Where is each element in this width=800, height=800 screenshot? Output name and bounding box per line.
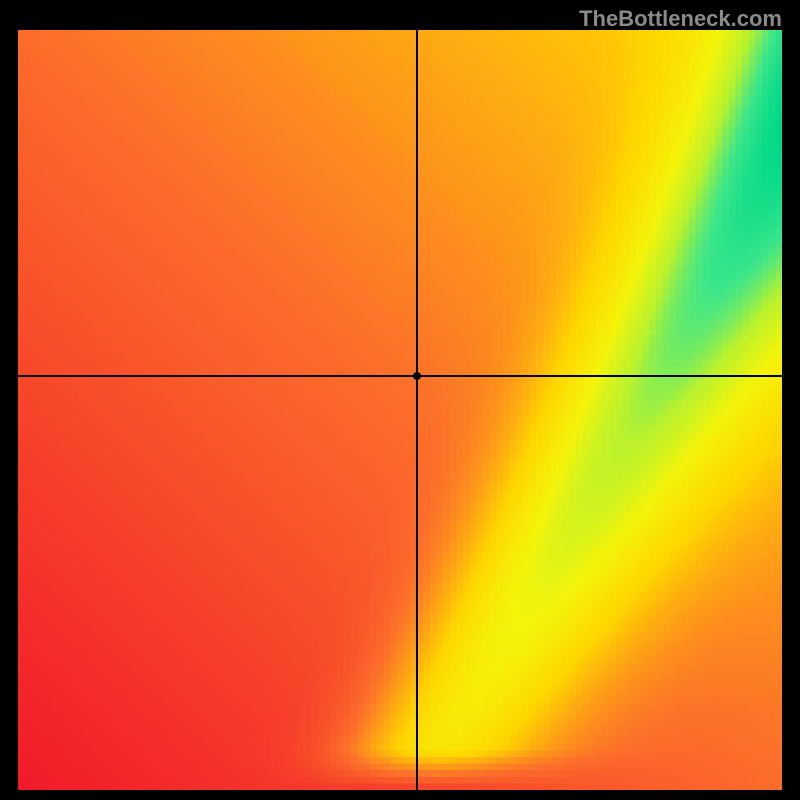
bottleneck-heatmap	[18, 30, 782, 790]
chart-container: TheBottleneck.com	[0, 0, 800, 800]
watermark-text: TheBottleneck.com	[579, 6, 782, 32]
crosshair-horizontal	[18, 375, 782, 377]
crosshair-vertical	[416, 30, 418, 790]
crosshair-marker	[413, 372, 421, 380]
